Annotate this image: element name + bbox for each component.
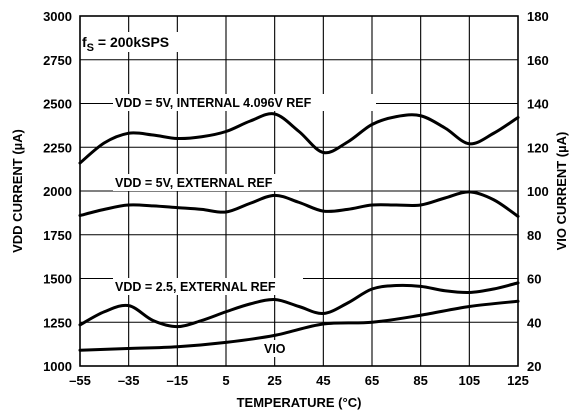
fs-sub: S	[87, 42, 94, 54]
label-external-ref-5v: VDD = 5V, EXTERNAL REF	[115, 176, 273, 190]
y-left-tick-label: 2500	[43, 97, 72, 112]
y-left-tick-label: 1000	[43, 359, 72, 374]
anno-bg-external25	[113, 278, 303, 295]
anno-bg-vio	[262, 340, 292, 357]
label-vio: VIO	[264, 342, 286, 356]
x-tick-label: 65	[365, 373, 379, 388]
series-layer	[78, 112, 520, 352]
anno-bg-external5	[113, 174, 299, 191]
plot-frame	[79, 15, 519, 367]
y-left-tick-label: 2000	[43, 184, 72, 199]
y-right-tick-label: 120	[527, 140, 549, 155]
anno-bg-fs	[80, 32, 194, 52]
anno-bg-internal	[113, 94, 376, 111]
x-tick-label: 85	[413, 373, 427, 388]
x-tick-label: –35	[118, 373, 140, 388]
series-line-1	[78, 112, 520, 165]
y-left-tick-label: 2750	[43, 53, 72, 68]
x-tick-label: –55	[69, 373, 91, 388]
label-sample-rate: fS = 200kSPS	[82, 34, 169, 54]
x-tick-label: 5	[222, 373, 229, 388]
y-axis-label-right: VIO CURRENT (µA)	[554, 132, 569, 251]
x-tick-label: –15	[166, 373, 188, 388]
y-right-tick-label: 100	[527, 184, 549, 199]
y-right-tick-label: 60	[527, 272, 541, 287]
y-left-tick-label: 3000	[43, 9, 72, 24]
x-tick-label: 45	[316, 373, 330, 388]
tick-layer: –55 –35 –15 5 25 45 65 85 105 125 1000 1250 1500 1750…	[43, 9, 549, 388]
x-tick-label: 25	[267, 373, 281, 388]
y-right-tick-label: 140	[527, 97, 549, 112]
y-left-tick-label: 1250	[43, 315, 72, 330]
series-line-3	[78, 281, 520, 329]
y-left-tick-label: 1750	[43, 228, 72, 243]
fs-rest: = 200kSPS	[94, 34, 169, 50]
y-right-tick-label: 180	[527, 9, 549, 24]
y-right-tick-label: 40	[527, 315, 541, 330]
y-right-tick-label: 160	[527, 53, 549, 68]
y-left-tick-label: 2250	[43, 140, 72, 155]
x-axis-label: TEMPERATURE (°C)	[237, 395, 362, 410]
x-tick-label: 125	[507, 373, 529, 388]
y-right-tick-label: 80	[527, 228, 541, 243]
y-left-tick-label: 1500	[43, 272, 72, 287]
series-line-4	[78, 299, 520, 352]
x-tick-label: 105	[458, 373, 480, 388]
y-right-tick-label: 20	[527, 359, 541, 374]
label-external-ref-2v5: VDD = 2.5, EXTERNAL REF	[115, 280, 276, 294]
label-internal-ref: VDD = 5V, INTERNAL 4.096V REF	[115, 96, 312, 110]
fs-f: f	[82, 34, 87, 50]
y-axis-label-left: VDD CURRENT (µA)	[10, 129, 25, 253]
series-line-2	[78, 190, 520, 218]
